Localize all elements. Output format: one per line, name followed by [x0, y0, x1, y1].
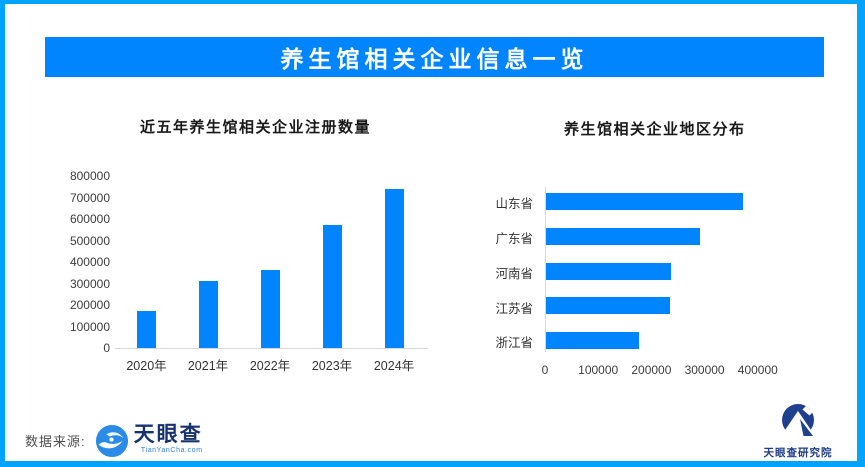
tianyancha-logo-text-block: 天眼查 TianYanCha.com	[134, 424, 203, 454]
y-axis-tick-label: 0	[103, 341, 110, 355]
bar-2022年	[260, 269, 280, 348]
tianyancha-logo: 天眼查 TianYanCha.com	[95, 424, 203, 458]
tianyancha-institute-logo-icon	[776, 404, 820, 439]
bar-2023年	[322, 225, 342, 348]
y-axis-tick-label: 200000	[69, 298, 110, 312]
tianyancha-name: 天眼查	[133, 423, 203, 446]
y-axis-tick-label: 800000	[69, 169, 110, 183]
y-axis-tick-label: 700000	[69, 190, 110, 205]
bar-河南省	[546, 262, 672, 280]
y-axis-tick-label: 400000	[69, 255, 110, 269]
page-title-banner: 养生馆相关企业信息一览	[45, 37, 824, 77]
x-axis-line	[115, 348, 428, 349]
x-axis-tick-label: 100000	[578, 363, 619, 377]
y-axis-tick-label: 500000	[69, 233, 110, 248]
x-axis-tick-label: 400000	[737, 363, 778, 377]
x-axis-category-label: 2020年	[126, 359, 167, 373]
x-axis-category-label: 2022年	[249, 359, 291, 373]
y-axis-line	[545, 187, 546, 352]
page-title: 养生馆相关企业信息一览	[280, 46, 589, 72]
bar-浙江省	[546, 331, 640, 349]
bar-广东省	[546, 227, 701, 245]
y-axis-category-label: 江苏省	[495, 301, 533, 316]
y-axis-category-label: 河南省	[495, 267, 533, 281]
region-distribution-bar-chart: 养生馆相关企业地区分布 山东省广东省河南省江苏省浙江省 0 100000 200000…	[460, 105, 835, 395]
x-axis-category-label: 2023年	[311, 359, 353, 373]
data-source-label: 数据来源:	[25, 434, 86, 449]
y-axis-category-label: 浙江省	[495, 336, 533, 350]
y-axis-category-label: 山东省	[495, 197, 533, 211]
y-axis-tick-label: 300000	[69, 276, 110, 291]
bar-2024年	[384, 188, 404, 348]
bar-江苏省	[546, 297, 670, 314]
right-chart-title: 养生馆相关企业地区分布	[564, 121, 746, 138]
bar-山东省	[546, 192, 743, 210]
institute-logo-block: 天眼查研究院	[752, 403, 844, 460]
data-source-row: 数据来源: 天眼查 TianYanCha.com	[25, 424, 203, 458]
x-axis-category-label: 2024年	[373, 359, 415, 373]
y-axis-tick-label: 600000	[69, 212, 110, 226]
tianyancha-domain: TianYanCha.com	[140, 447, 203, 454]
left-chart-title: 近五年养生馆相关企业注册数量	[140, 119, 372, 136]
x-axis-tick-label: 200000	[631, 363, 672, 377]
institute-name: 天眼查研究院	[763, 447, 833, 459]
tianyancha-logo-icon	[95, 424, 128, 458]
x-axis-tick-label: 0	[541, 363, 549, 377]
bar-2020年	[137, 311, 156, 348]
registrations-bar-chart: 近五年养生馆相关企业注册数量 0 100000 200000 300000 400000…	[60, 105, 455, 395]
bar-2021年	[198, 281, 218, 348]
y-axis-tick-label: 100000	[69, 319, 110, 334]
x-axis-tick-label: 300000	[684, 363, 725, 377]
y-axis-category-label: 广东省	[495, 232, 533, 246]
x-axis-category-label: 2021年	[187, 359, 229, 373]
